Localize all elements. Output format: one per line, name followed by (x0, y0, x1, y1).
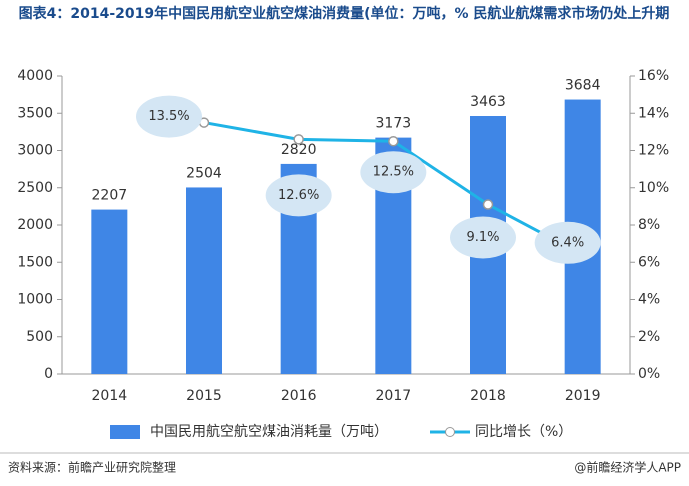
bar-value-label: 2207 (92, 188, 128, 204)
y2-tick-label: 16% (638, 68, 669, 84)
bar-value-label: 2820 (281, 142, 317, 158)
legend-marker (445, 427, 455, 437)
x-tick-label: 2017 (376, 388, 412, 404)
y-tick-label: 3000 (17, 143, 53, 159)
y2-tick-label: 2% (638, 329, 660, 345)
line-value-label: 12.5% (373, 165, 414, 180)
line-value-label: 6.4% (551, 235, 584, 250)
y-tick-label: 0 (44, 366, 53, 382)
x-tick-label: 2015 (186, 388, 222, 404)
y2-tick-label: 0% (638, 366, 660, 382)
y2-tick-label: 12% (638, 143, 669, 159)
legend-swatch (110, 425, 140, 439)
bar-value-label: 2504 (186, 165, 222, 181)
y2-tick-label: 8% (638, 217, 660, 233)
source: 资料来源：前瞻产业研究院整理 (8, 460, 176, 475)
y-tick-label: 1000 (17, 292, 53, 308)
y-tick-label: 2500 (17, 180, 53, 196)
legend-label: 同比增长（%） (475, 424, 572, 440)
line-value-label: 12.6% (278, 188, 319, 203)
chart-title: 图表4：2014-2019年中国民用航空业航空煤油消费量(单位：万吨，% 民航业… (18, 6, 670, 22)
label-bubble (450, 216, 516, 259)
bar-value-label: 3173 (376, 116, 412, 132)
line-point (388, 135, 399, 147)
x-tick-label: 2019 (565, 388, 601, 404)
y-tick-label: 2000 (17, 217, 53, 233)
y-tick-label: 4000 (17, 68, 53, 84)
y2-tick-label: 14% (638, 105, 669, 121)
bar (186, 187, 222, 374)
label-bubble (360, 151, 427, 194)
line-value-label: 9.1% (466, 230, 499, 245)
y-tick-label: 1500 (17, 254, 53, 270)
bar (91, 209, 128, 374)
x-tick-label: 2016 (281, 388, 317, 404)
bar-value-label: 3463 (470, 94, 506, 110)
credit: @前瞻经济学人APP (574, 460, 681, 475)
y2-tick-label: 6% (638, 254, 660, 270)
line-point (293, 134, 304, 145)
legend-label: 中国民用航空航空煤油消耗量（万吨） (150, 424, 388, 440)
label-bubble (534, 221, 601, 264)
y-tick-label: 3500 (17, 105, 53, 121)
y2-tick-label: 10% (638, 180, 669, 196)
x-tick-label: 2018 (470, 388, 506, 404)
line-value-label: 13.5% (148, 109, 189, 124)
y2-tick-label: 4% (638, 292, 660, 308)
line-point (482, 199, 494, 210)
label-bubble (265, 174, 332, 217)
x-tick-label: 2014 (92, 388, 128, 404)
label-bubble (136, 95, 202, 138)
y-tick-label: 500 (26, 329, 53, 345)
bar-value-label: 3684 (565, 78, 601, 94)
